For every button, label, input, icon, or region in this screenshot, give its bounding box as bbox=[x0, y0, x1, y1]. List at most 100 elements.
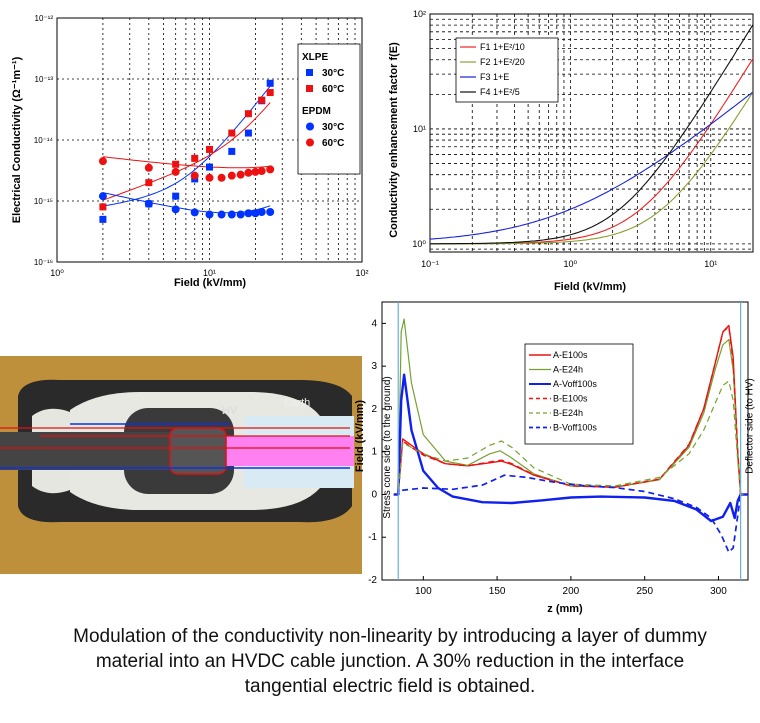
data-point-square bbox=[145, 179, 153, 187]
data-point-circle bbox=[217, 173, 226, 182]
red-trace-lines bbox=[0, 427, 350, 449]
legend-box bbox=[455, 37, 559, 103]
fit-line bbox=[102, 192, 271, 214]
y-tick-label: 0 bbox=[371, 489, 377, 500]
conductivity-points bbox=[98, 79, 275, 223]
legend-group-title: EPDM bbox=[302, 106, 331, 117]
fit-line bbox=[102, 102, 271, 201]
legend-entry-label: A-Voff100s bbox=[553, 379, 597, 389]
data-point-square bbox=[244, 129, 252, 137]
enhancement-y-axis-label: Conductivity enhancement factor f(E) bbox=[388, 42, 400, 238]
stress-cone-annotation: Stress cone side (to the ground) bbox=[382, 376, 393, 518]
data-point-square bbox=[228, 147, 236, 155]
legend-entry-label: 60°C bbox=[322, 84, 344, 95]
x-tick-label: 200 bbox=[563, 586, 580, 597]
y-tick-label: 10⁰ bbox=[412, 239, 426, 249]
x-tick-label: 10⁻¹ bbox=[421, 259, 439, 269]
field-annotations: Stress cone side (to the ground) Deflecto… bbox=[382, 302, 755, 580]
data-point-circle bbox=[171, 167, 180, 176]
data-point-circle bbox=[98, 192, 107, 201]
cable-core-pink bbox=[220, 436, 354, 466]
field-x-axis-label: z (mm) bbox=[547, 603, 583, 615]
data-point-circle bbox=[205, 210, 214, 219]
data-point-square bbox=[266, 89, 274, 97]
connector bbox=[169, 427, 227, 475]
x-tick-label: 10¹ bbox=[704, 259, 717, 269]
legend-marker-square bbox=[306, 85, 313, 92]
data-point-circle bbox=[244, 209, 253, 218]
legend-group-title: XLPE bbox=[302, 52, 328, 63]
x-tick-label: 10⁰ bbox=[50, 268, 64, 278]
data-point-circle bbox=[266, 165, 275, 174]
data-point-circle bbox=[227, 171, 236, 180]
legend-entry-label: B-E24h bbox=[553, 408, 583, 418]
data-point-circle bbox=[217, 210, 226, 219]
data-point-circle bbox=[266, 208, 275, 217]
data-point-circle bbox=[171, 205, 180, 214]
series-line bbox=[429, 91, 754, 240]
legend-entry-label: A-E24h bbox=[553, 365, 583, 375]
data-point-square bbox=[258, 96, 266, 104]
legend-entry-label: F4 1+E²/5 bbox=[480, 87, 520, 97]
data-point-circle bbox=[190, 171, 199, 180]
x-tick-label: 250 bbox=[636, 586, 653, 597]
data-point-circle bbox=[236, 170, 245, 179]
enhancement-grid bbox=[430, 14, 753, 252]
legend-box bbox=[297, 43, 361, 175]
data-point-square bbox=[228, 129, 236, 137]
series-line bbox=[393, 373, 748, 523]
deflector-annotation: Deflector side (to HV) bbox=[745, 378, 755, 474]
fit-line bbox=[102, 85, 271, 207]
legend-marker-square bbox=[306, 69, 313, 76]
field-legend: A-E100s A-E24h A-Voff100s B-E100s B-E24h B-Vo… bbox=[524, 343, 634, 445]
data-point-square bbox=[172, 192, 180, 200]
x-tick-label: 10² bbox=[355, 268, 368, 278]
field-y-axis-label: Field (kV/mm) bbox=[355, 400, 366, 472]
series-line bbox=[393, 474, 748, 554]
legend-entry-label: 60°C bbox=[322, 138, 344, 149]
x-tick-label: 10¹ bbox=[203, 268, 216, 278]
data-point-square bbox=[244, 110, 252, 118]
field-ticks: 100 150 200 250 300 -2 -1 0 1 2 3 4 bbox=[368, 318, 727, 597]
y-tick-label: 10⁻¹⁵ bbox=[34, 197, 53, 206]
data-point-square bbox=[206, 145, 213, 153]
x-tick-label: 300 bbox=[710, 586, 727, 597]
legend-entry-label: 30°C bbox=[322, 68, 344, 79]
data-point-circle bbox=[244, 168, 253, 177]
y-tick-label: 10⁻¹⁴ bbox=[34, 136, 54, 145]
legend-entry-label: B-E100s bbox=[553, 394, 588, 404]
enhancement-x-axis-label: Field (kV/mm) bbox=[554, 281, 626, 293]
legend-marker-circle bbox=[306, 138, 314, 147]
blue-trace-lines bbox=[0, 423, 350, 469]
data-point-square bbox=[99, 215, 107, 223]
conductivity-legend: XLPE 30°C 60°C EPDM 30°C 60°C bbox=[297, 43, 361, 175]
x-tick-label: 150 bbox=[489, 586, 506, 597]
legend-entry-label: B-Voff100s bbox=[553, 423, 597, 433]
data-point-circle bbox=[257, 167, 266, 176]
data-point-circle bbox=[251, 167, 260, 176]
legend-entry-label: F2 1+E²/20 bbox=[480, 57, 525, 67]
y-tick-label: -2 bbox=[368, 575, 377, 586]
legend-entry-label: 30°C bbox=[322, 122, 344, 133]
conductivity-y-axis-label: Electrical Conductivity (Ω⁻¹m⁻¹) bbox=[11, 56, 23, 223]
data-point-circle bbox=[227, 210, 236, 219]
y-tick-label: 3 bbox=[371, 361, 377, 372]
y-tick-label: 10² bbox=[413, 9, 426, 19]
data-point-circle bbox=[190, 208, 199, 217]
data-point-square bbox=[266, 79, 274, 87]
data-point-square bbox=[99, 203, 107, 211]
cable-core-left bbox=[0, 432, 190, 470]
data-point-square bbox=[191, 154, 199, 162]
y-tick-label: -1 bbox=[368, 532, 377, 543]
field-profile-chart: 100 150 200 250 300 -2 -1 0 1 2 3 4 Stress cone sid… bbox=[355, 301, 755, 615]
data-point-circle bbox=[98, 157, 107, 166]
legend-entry-label: F1 1+E²/10 bbox=[480, 42, 525, 52]
series-line bbox=[393, 318, 748, 496]
fit-line bbox=[102, 156, 271, 169]
y-tick-label: 2 bbox=[371, 404, 377, 415]
y-tick-label: 10⁻¹⁶ bbox=[34, 258, 53, 267]
y-tick-label: 4 bbox=[371, 318, 377, 329]
y-tick-label: 1 bbox=[371, 447, 377, 458]
data-point-circle bbox=[251, 209, 260, 218]
enhancement-series-lines bbox=[429, 24, 754, 245]
